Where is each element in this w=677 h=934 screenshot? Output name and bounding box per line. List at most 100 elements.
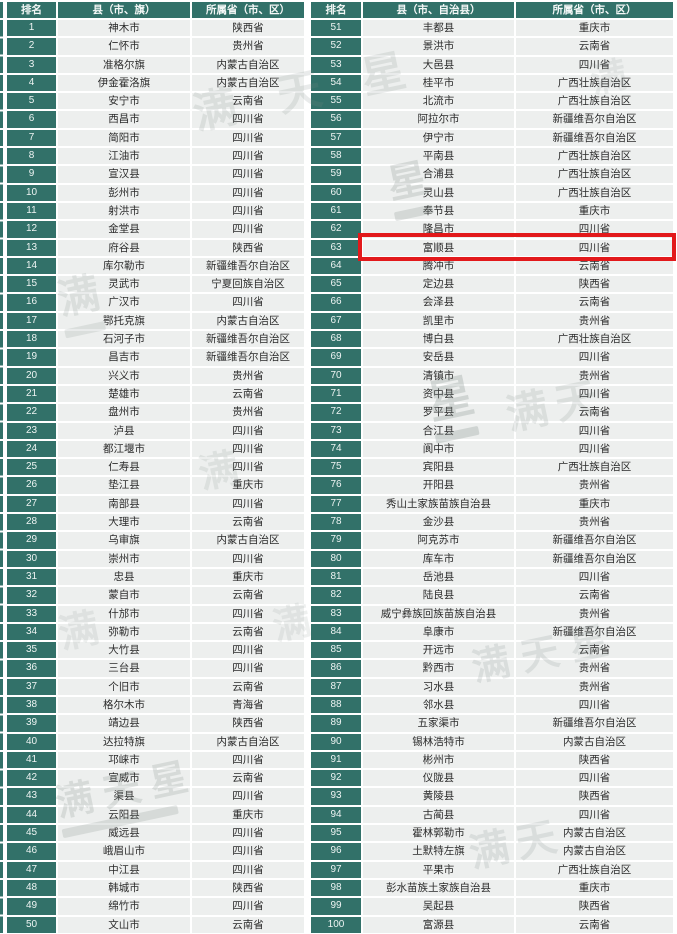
- province-cell: 贵州省: [516, 367, 673, 384]
- province-cell: 内蒙古自治区: [516, 733, 673, 750]
- table-row: 84 阜康市 新疆维吾尔自治区: [311, 623, 673, 641]
- table-row: 22 盘州市 贵州省: [7, 404, 304, 421]
- province-cell: 陕西省: [192, 20, 304, 37]
- county-cell: 云阳县: [58, 806, 190, 824]
- table-row: 50 文山市 云南省: [7, 916, 304, 933]
- right-ranking-table: 排名 县（市、自治县） 所属省（市、区） 51 丰都县 重庆市 52 景洪市 云南省 53 大…: [309, 0, 675, 934]
- rank-cell: 31: [7, 568, 56, 586]
- table-row: 44 云阳县 重庆市: [7, 806, 304, 824]
- table-row: 21 楚雄市 云南省: [7, 385, 304, 403]
- province-cell: 四川省: [192, 148, 304, 165]
- table-row: 14 库尔勒市 新疆维吾尔自治区: [7, 257, 304, 275]
- rank-cell: 72: [311, 404, 361, 421]
- table-row: 61 奉节县 重庆市: [311, 202, 673, 220]
- county-cell: 泸县: [58, 422, 190, 439]
- county-cell: 土默特左旗: [363, 843, 514, 860]
- county-cell: 安岳县: [363, 349, 514, 366]
- province-cell: 四川省: [192, 751, 304, 769]
- county-cell: 库车市: [363, 550, 514, 567]
- table-row: 17 鄂托克旗 内蒙古自治区: [7, 312, 304, 330]
- county-cell: 邛崃市: [58, 751, 190, 769]
- rank-cell: 64: [311, 257, 361, 275]
- county-cell: 宣威市: [58, 770, 190, 787]
- table-row: 90 锡林浩特市 内蒙古自治区: [311, 733, 673, 750]
- county-cell: 乌审旗: [58, 532, 190, 549]
- province-cell: 四川省: [516, 385, 673, 403]
- province-cell: 内蒙古自治区: [192, 532, 304, 549]
- cutoff-column-sliver: [0, 20, 3, 933]
- county-cell: 三台县: [58, 660, 190, 677]
- table-row: 64 腾冲市 云南省: [311, 257, 673, 275]
- county-cell: 宣汉县: [58, 166, 190, 183]
- rank-cell: 8: [7, 148, 56, 165]
- table-row: 94 古蔺县 四川省: [311, 806, 673, 824]
- county-cell: 合江县: [363, 422, 514, 439]
- table-row: 51 丰都县 重庆市: [311, 20, 673, 37]
- province-cell: 广西壮族自治区: [516, 166, 673, 183]
- table-row: 13 府谷县 陕西省: [7, 239, 304, 256]
- county-cell: 神木市: [58, 20, 190, 37]
- table-row: 6 西昌市 四川省: [7, 111, 304, 128]
- rank-cell: 77: [311, 495, 361, 513]
- province-cell: 四川省: [516, 56, 673, 73]
- province-cell: 新疆维吾尔自治区: [192, 349, 304, 366]
- rank-cell: 82: [311, 587, 361, 604]
- province-cell: 贵州省: [516, 477, 673, 494]
- province-cell: 四川省: [192, 294, 304, 311]
- left-ranking-table: 排名 县（市、旗） 所属省（市、区） 1 神木市 陕西省 2 仁怀市 贵州省 3 准格尔旗 内蒙…: [5, 0, 306, 934]
- county-cell: 富顺县: [363, 239, 514, 256]
- right-ranking-panel: 排名 县（市、自治县） 所属省（市、区） 51 丰都县 重庆市 52 景洪市 云南省 53 大…: [309, 0, 675, 934]
- rank-cell: 34: [7, 623, 56, 641]
- province-cell: 内蒙古自治区: [516, 825, 673, 842]
- county-cell: 格尔木市: [58, 696, 190, 714]
- province-cell: 四川省: [516, 568, 673, 586]
- rank-cell: 6: [7, 111, 56, 128]
- rank-cell: 46: [7, 843, 56, 860]
- rank-cell: 89: [311, 715, 361, 732]
- rank-cell: 7: [7, 129, 56, 147]
- province-cell: 云南省: [192, 587, 304, 604]
- county-cell: 西昌市: [58, 111, 190, 128]
- province-cell: 四川省: [516, 440, 673, 458]
- rank-cell: 45: [7, 825, 56, 842]
- table-row: 40 达拉特旗 内蒙古自治区: [7, 733, 304, 750]
- table-row: 98 彭水苗族土家族自治县 重庆市: [311, 879, 673, 897]
- table-row: 35 大竹县 四川省: [7, 642, 304, 659]
- county-cell: 吴起县: [363, 898, 514, 915]
- province-cell: 贵州省: [516, 678, 673, 695]
- table-row: 93 黄陵县 陕西省: [311, 788, 673, 805]
- province-cell: 新疆维吾尔自治区: [192, 331, 304, 348]
- county-cell: 奉节县: [363, 202, 514, 220]
- rank-cell: 17: [7, 312, 56, 330]
- table-row: 9 宣汉县 四川省: [7, 166, 304, 183]
- table-row: 92 仪陇县 四川省: [311, 770, 673, 787]
- county-cell: 阆中市: [363, 440, 514, 458]
- rank-cell: 79: [311, 532, 361, 549]
- rank-cell: 36: [7, 660, 56, 677]
- province-cell: 广西壮族自治区: [516, 148, 673, 165]
- province-cell: 四川省: [192, 843, 304, 860]
- province-cell: 贵州省: [516, 514, 673, 531]
- table-row: 39 靖边县 陕西省: [7, 715, 304, 732]
- rank-cell: 12: [7, 221, 56, 238]
- table-row: 85 开远市 云南省: [311, 642, 673, 659]
- province-cell: 宁夏回族自治区: [192, 276, 304, 293]
- province-cell: 内蒙古自治区: [192, 56, 304, 73]
- rank-cell: 59: [311, 166, 361, 183]
- county-cell: 达拉特旗: [58, 733, 190, 750]
- province-cell: 四川省: [192, 184, 304, 201]
- rank-cell: 81: [311, 568, 361, 586]
- province-cell: 四川省: [516, 349, 673, 366]
- province-cell: 陕西省: [516, 276, 673, 293]
- left-ranking-panel: 排名 县（市、旗） 所属省（市、区） 1 神木市 陕西省 2 仁怀市 贵州省 3 准格尔旗 内蒙…: [5, 0, 306, 934]
- rank-cell: 30: [7, 550, 56, 567]
- table-row: 33 什邡市 四川省: [7, 605, 304, 622]
- rank-cell: 14: [7, 257, 56, 275]
- county-cell: 合浦县: [363, 166, 514, 183]
- county-cell: 伊金霍洛旗: [58, 74, 190, 92]
- county-cell: 什邡市: [58, 605, 190, 622]
- county-cell: 蒙自市: [58, 587, 190, 604]
- county-cell: 彬州市: [363, 751, 514, 769]
- table-row: 10 彭州市 四川省: [7, 184, 304, 201]
